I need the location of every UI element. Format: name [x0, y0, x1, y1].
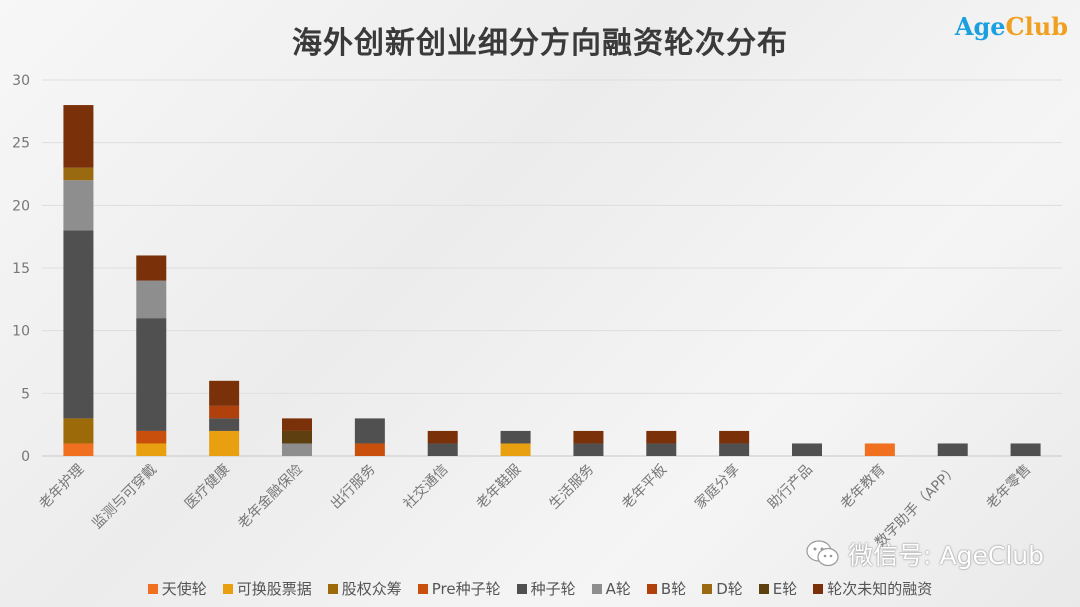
bar-segment	[136, 280, 167, 319]
bar-segment	[209, 430, 240, 456]
legend-swatch	[327, 583, 338, 594]
x-tick-label: 生活服务	[546, 462, 597, 513]
bar-segment	[63, 105, 94, 168]
bar-segment	[500, 430, 531, 444]
legend-label: Pre种子轮	[431, 580, 501, 598]
legend-label: 可换股票据	[236, 580, 312, 598]
x-tick-label: 助行产品	[765, 462, 816, 513]
wechat-icon	[806, 540, 839, 567]
legend-label: 天使轮	[161, 580, 207, 598]
legend-item: 种子轮	[516, 578, 576, 599]
legend-swatch	[813, 583, 824, 594]
bar-segment	[63, 443, 94, 456]
bar-segment	[282, 443, 312, 456]
x-tick-label: 出行服务	[328, 462, 379, 513]
legend-swatch	[646, 583, 657, 594]
y-tick-label: 15	[12, 261, 30, 277]
x-tick-label: 老年零售	[983, 462, 1034, 513]
bar-segment	[209, 380, 240, 406]
legend-label: E轮	[772, 580, 798, 598]
wechat-watermark: 微信号: AgeClub	[806, 536, 1044, 572]
legend-swatch	[147, 583, 158, 594]
legend-label: D轮	[716, 580, 743, 598]
legend-item: 轮次未知的融资	[813, 578, 932, 599]
bar-segment	[573, 430, 604, 444]
bar-segment	[573, 443, 604, 456]
bar-segment	[136, 430, 167, 444]
legend-swatch	[702, 583, 713, 594]
logo-part-age: Age	[954, 12, 1006, 41]
bar-segment	[500, 443, 531, 456]
bar-segment	[282, 430, 312, 444]
legend-label: A轮	[605, 580, 631, 598]
y-tick-label: 10	[12, 324, 30, 340]
legend-item: B轮	[646, 578, 687, 599]
bar-segment	[209, 405, 240, 419]
y-tick-label: 20	[12, 198, 30, 214]
bar-segment	[209, 418, 240, 431]
bar-segment	[719, 430, 750, 444]
y-tick-label: 5	[21, 386, 30, 402]
bar-segment	[427, 443, 458, 456]
bar-segment	[63, 230, 94, 419]
legend-swatch	[591, 583, 602, 594]
legend-label: 种子轮	[530, 580, 576, 598]
legend-swatch	[516, 583, 527, 594]
chart-title: 海外创新创业细分方向融资轮次分布	[292, 26, 788, 61]
x-tick-label: 老年平板	[619, 462, 670, 513]
x-tick-label: 医疗健康	[181, 461, 233, 513]
bar-segment	[63, 167, 94, 181]
bar-segment	[63, 180, 94, 231]
legend-swatch	[417, 583, 428, 594]
legend-swatch	[758, 583, 769, 594]
x-tick-label: 老年金融保险	[235, 462, 306, 533]
bar-segment	[719, 443, 750, 456]
bar-segment	[354, 443, 385, 456]
legend-item: D轮	[702, 578, 743, 599]
legend-item: 股权众筹	[327, 578, 402, 599]
x-tick-label: 老年教育	[838, 462, 889, 513]
bar-segment	[864, 443, 895, 456]
legend-label: 股权众筹	[341, 580, 402, 598]
bar-segment	[136, 318, 167, 431]
watermark-text: 微信号: AgeClub	[848, 541, 1044, 570]
legend-swatch	[222, 583, 233, 594]
bar-segment	[937, 443, 968, 456]
bar-segment	[282, 418, 312, 431]
legend-item: 天使轮	[147, 578, 207, 599]
bar-segment	[646, 430, 677, 444]
bar-segment	[1010, 443, 1041, 456]
x-tick-label: 家庭分享	[691, 461, 743, 513]
bar-segment	[136, 255, 167, 281]
bar-segment	[427, 430, 458, 444]
legend-label: B轮	[660, 580, 687, 598]
chart-legend: 天使轮 可换股票据 股权众筹 Pre种子轮 种子轮 A轮 B轮 D轮 E轮 轮次未知的融资	[0, 578, 1080, 599]
legend-label: 轮次未知的融资	[827, 580, 933, 598]
x-tick-label: 老年护理	[36, 462, 87, 513]
y-tick-label: 0	[21, 449, 30, 465]
bar-segment	[792, 443, 822, 456]
bar-segment	[63, 418, 94, 444]
logo-part-club: Club	[1005, 12, 1068, 41]
bar-segment	[354, 418, 385, 444]
y-tick-label: 25	[12, 136, 30, 152]
bar-segment	[136, 443, 167, 456]
legend-item: Pre种子轮	[417, 578, 501, 599]
y-tick-label: 30	[12, 73, 30, 89]
bar-segment	[646, 443, 677, 456]
x-tick-label: 监测与可穿戴	[89, 462, 160, 533]
x-tick-label: 老年鞋服	[473, 462, 524, 513]
legend-item: 可换股票据	[222, 578, 312, 599]
ageclub-logo: AgeClub	[955, 12, 1068, 41]
legend-item: E轮	[758, 578, 798, 599]
legend-item: A轮	[591, 578, 631, 599]
x-tick-label: 社交通信	[400, 461, 452, 513]
